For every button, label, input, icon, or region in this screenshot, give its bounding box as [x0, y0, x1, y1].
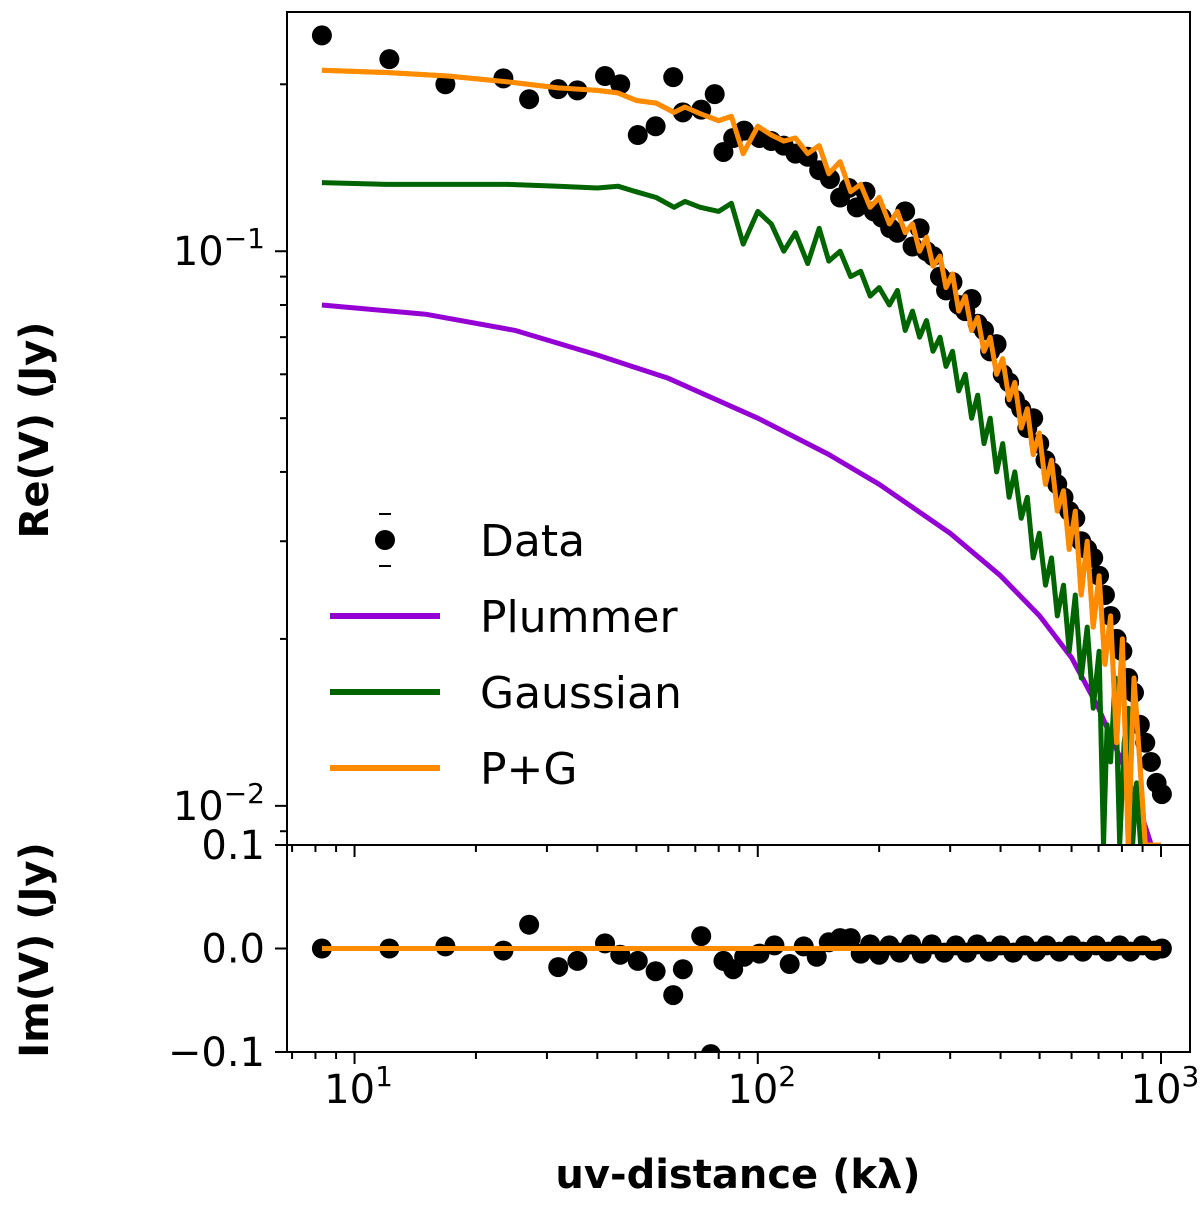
legend-entry-plummer: Plummer — [330, 592, 678, 643]
x-tick-label-exponent: 3 — [1182, 1060, 1200, 1093]
bottom-y-tick-label: −0.1 — [168, 1030, 265, 1076]
legend-entry-data: Data — [375, 513, 585, 567]
im-data-point — [779, 954, 800, 975]
legend-label-plummer: Plummer — [480, 592, 678, 643]
im-data-point — [1151, 938, 1172, 959]
data-point — [627, 125, 648, 146]
im-data-point — [734, 946, 755, 967]
top-y-ticks: 10−110−2 — [173, 83, 287, 833]
x-tick-label-exponent: 1 — [375, 1060, 393, 1093]
series-line-plummer — [321, 302, 1154, 845]
top-y-axis-title: Re(V) (Jy) — [12, 322, 58, 539]
x-tick-label-exponent: 2 — [778, 1060, 796, 1093]
x-tick-label-base: 10 — [727, 1067, 778, 1113]
data-point — [663, 67, 684, 88]
top-y-tick-label: 10−2 — [173, 777, 265, 830]
data-point — [311, 25, 332, 46]
data-point — [645, 116, 666, 137]
top-panel: 10−110−2 Re(V) (Jy) — [12, 11, 1191, 846]
top-data-points — [311, 25, 1172, 845]
im-data-point — [806, 946, 827, 967]
im-data-point — [672, 959, 693, 980]
x-tick-label: 101 — [324, 1060, 393, 1113]
im-data-point — [548, 957, 569, 978]
data-point — [1140, 751, 1161, 772]
bottom-y-ticks: 0.1 0.0 −0.1 — [168, 823, 287, 1076]
legend-entry-gaussian: Gaussian — [330, 668, 682, 719]
im-data-point — [645, 961, 666, 982]
data-point — [519, 89, 540, 110]
data-point — [1151, 784, 1172, 805]
legend: Data Plummer Gaussian P+G — [330, 513, 682, 795]
data-point — [610, 74, 631, 95]
bottom-y-tick-label: 0.1 — [201, 823, 265, 869]
legend-label-pg: P+G — [480, 744, 578, 795]
bottom-panel: 0.1 0.0 −0.1 Im(V) (Jy) — [12, 823, 1191, 1076]
x-tick-label-base: 10 — [1131, 1067, 1182, 1113]
im-data-point — [567, 950, 588, 971]
data-point — [713, 141, 734, 162]
data-point — [379, 49, 400, 70]
x-ticks: 101 102 103 — [291, 845, 1200, 1113]
data-point — [846, 197, 867, 218]
im-data-point — [519, 914, 540, 935]
legend-label-gaussian: Gaussian — [480, 668, 682, 719]
x-tick-label: 103 — [1131, 1060, 1200, 1113]
top-y-tick-label-base: 10 — [173, 784, 224, 830]
top-y-tick-label-exponent: −2 — [224, 777, 265, 810]
legend-label-data: Data — [480, 516, 585, 567]
im-data-point — [691, 926, 712, 947]
top-y-tick-label: 10−1 — [173, 222, 265, 275]
top-series-group — [321, 67, 1161, 845]
data-point — [704, 84, 725, 105]
im-data-point — [663, 985, 684, 1006]
im-data-point — [701, 1044, 721, 1052]
x-tick-label-base: 10 — [324, 1067, 375, 1113]
im-data-point — [840, 928, 861, 949]
data-point — [435, 74, 456, 95]
bottom-y-axis-title: Im(V) (Jy) — [12, 842, 58, 1058]
x-tick-label: 102 — [727, 1060, 796, 1113]
im-data-point — [627, 950, 648, 971]
x-axis-title: uv-distance (kλ) — [555, 1152, 920, 1198]
data-point — [819, 168, 840, 189]
im-data-point — [764, 935, 785, 956]
data-point — [595, 65, 616, 86]
bottom-data-points — [311, 914, 1172, 1052]
series-line-pg-overlay — [321, 67, 1161, 845]
legend-marker-data — [375, 530, 395, 550]
legend-entry-pg: P+G — [330, 744, 578, 795]
bottom-y-tick-label: 0.0 — [201, 927, 265, 973]
series-line-gaussian — [321, 180, 1145, 845]
top-y-tick-label-base: 10 — [173, 229, 224, 275]
top-y-tick-label-exponent: −1 — [224, 222, 265, 255]
